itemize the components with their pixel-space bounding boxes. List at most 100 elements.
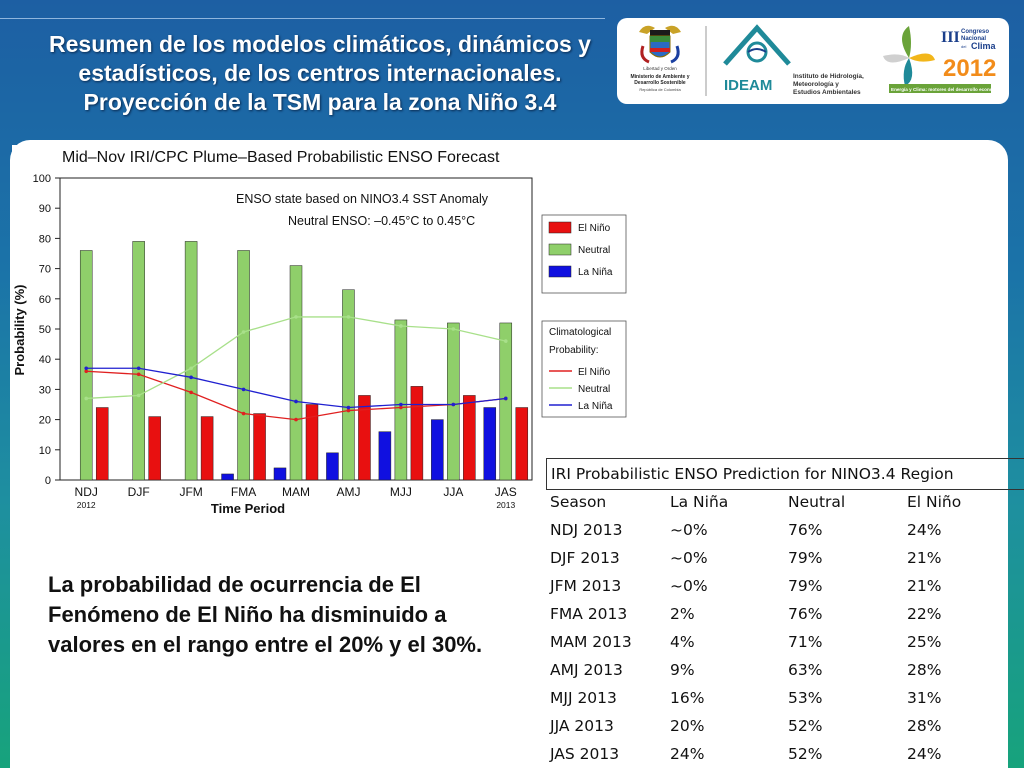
congress-prefix: del [961, 44, 966, 49]
y-tick-label: 70 [39, 264, 51, 276]
legend-label-elnio: El Niño [578, 223, 611, 234]
ideam-logo-icon [723, 24, 791, 66]
ideam-line1: Instituto de Hidrología, [793, 73, 864, 80]
year-label-last: 2013 [496, 500, 515, 510]
table-cell: 24% [907, 745, 942, 763]
climatology-point [346, 405, 351, 410]
climatology-point [241, 330, 246, 334]
table-cell: 52% [788, 745, 823, 763]
table-row: DJF 2013 ~0% 79% 21% [550, 544, 1007, 572]
y-tick-label: 90 [39, 203, 51, 215]
x-tick-label-djf: DJF [128, 485, 150, 499]
chart-annotation-line2: Neutral ENSO: –0.45°C to 0.45°C [288, 214, 475, 228]
table-header-row: Season La Niña Neutral El Niño [550, 488, 1007, 516]
x-tick-label-mam: MAM [282, 485, 310, 499]
table-cell: 52% [788, 717, 823, 735]
climatology-lines [84, 315, 508, 422]
climatology-point [451, 327, 456, 331]
climatology-point [503, 339, 508, 343]
table-cell: JFM 2013 [550, 577, 622, 595]
table-row: AMJ 2013 9% 63% 28% [550, 656, 1007, 684]
table-cell: 20% [670, 717, 705, 735]
table-cell: ~0% [670, 521, 708, 539]
table-cell: 21% [907, 577, 942, 595]
bar-neutral-mam [289, 265, 303, 481]
climatology-point [399, 405, 403, 410]
table-cell: 24% [670, 745, 705, 763]
table-cell: 53% [788, 689, 823, 707]
bar-neutral-ndj [79, 250, 93, 481]
bar-lania-mam [273, 467, 287, 481]
table-row: FMA 2013 2% 76% 22% [550, 600, 1007, 628]
table-cell: 31% [907, 689, 942, 707]
table-row: JJA 2013 20% 52% 28% [550, 712, 1007, 740]
legend-label-neutral: Neutral [578, 245, 610, 256]
climatology-legend-title: Climatological Probability: [549, 327, 611, 356]
climatology-point [84, 369, 89, 374]
congress-line1: Congreso [961, 29, 989, 35]
colombia-coat-of-arms-icon [639, 25, 681, 64]
table-cell: 79% [788, 549, 823, 567]
y-tick-label: 50 [39, 324, 51, 336]
table-cell: FMA 2013 [550, 605, 628, 623]
table-cell: AMJ 2013 [550, 661, 623, 679]
climatology-point [451, 402, 456, 407]
y-tick-label: 40 [39, 354, 51, 366]
ideam-name: IDEAM [724, 77, 772, 94]
y-tick-label: 100 [33, 173, 51, 185]
bar-neutral-djf [132, 241, 145, 481]
logo-banner: Libertad y Orden Ministerio de Ambiente … [617, 18, 1009, 104]
bar-neutral-jas [499, 322, 513, 481]
legend-swatch-elnio [548, 221, 572, 234]
y-tick-label: 20 [39, 415, 51, 427]
bar-elnio-ndj [95, 407, 109, 481]
bar-elnio-fma [253, 413, 266, 481]
congress-roman: III [941, 29, 960, 46]
table-cell: 4% [670, 633, 695, 651]
year-label-first: 2012 [77, 500, 96, 510]
bar-neutral-jfm [184, 241, 198, 481]
bar-lania-jas [483, 407, 497, 481]
enso-chart-svg: Mid–Nov IRI/CPC Plume–Based Probabilisti… [12, 149, 627, 516]
enso-forecast-chart: Mid–Nov IRI/CPC Plume–Based Probabilisti… [12, 145, 640, 517]
table-cell: 79% [788, 577, 823, 595]
x-tick-label-jfm: JFM [179, 485, 202, 499]
bar-elnio-jas [515, 407, 529, 481]
congress-pinwheel-icon [883, 26, 935, 86]
title-divider [0, 18, 605, 19]
ministry-line1: Libertad y Orden [643, 66, 677, 71]
congress-line3: Clima [971, 41, 997, 51]
bar-neutral-amj [342, 289, 355, 481]
climatology-point [136, 372, 141, 377]
table-cell: 21% [907, 549, 942, 567]
table-header-cell: El Niño [907, 493, 962, 511]
table-cell: 76% [788, 605, 823, 623]
bar-lania-fma [221, 473, 234, 481]
climatology-point [84, 396, 89, 401]
y-tick-label: 80 [39, 233, 51, 245]
climatology-point [399, 402, 403, 407]
bar-elnio-mjj [410, 386, 424, 481]
climatology-point [294, 417, 298, 422]
y-axis-label: Probability (%) [12, 284, 27, 375]
table-cell: 2% [670, 605, 695, 623]
y-tick-label: 0 [45, 475, 51, 487]
x-tick-label-jja: JJA [443, 485, 463, 499]
x-tick-label-jas: JAS [495, 485, 517, 499]
congress-footer: Energía y Clima: motores del desarrollo … [891, 87, 1004, 92]
y-tick-label: 60 [39, 294, 51, 306]
table-cell: ~0% [670, 549, 708, 567]
bar-elnio-jfm [200, 416, 214, 481]
climatology-point [241, 387, 246, 392]
climatology-point [503, 396, 508, 401]
table-cell: ~0% [670, 577, 708, 595]
table-cell: 24% [907, 521, 942, 539]
enso-prediction-table: IRI Probabilistic ENSO Prediction for NI… [546, 458, 1024, 768]
climatology-point [136, 366, 141, 371]
table-row: MJJ 2013 16% 53% 31% [550, 684, 1007, 712]
table-header-cell: Neutral [788, 493, 846, 511]
logo-banner-graphics: Libertad y Orden Ministerio de Ambiente … [631, 24, 1004, 96]
climatology-point [294, 315, 298, 319]
table-header-cell: Season [550, 493, 607, 511]
climatology-point [189, 375, 193, 380]
